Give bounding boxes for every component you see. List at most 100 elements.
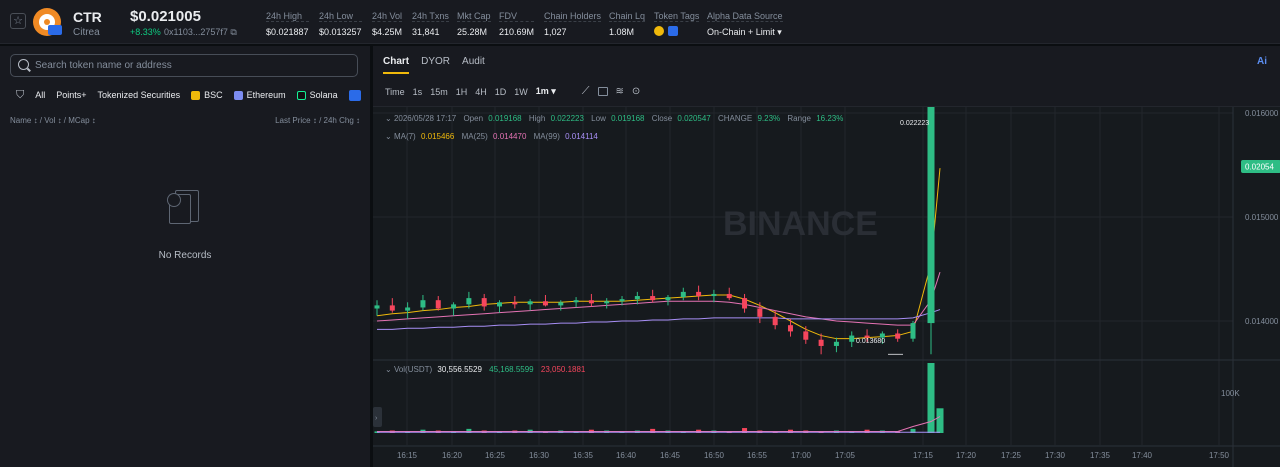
time-tick-label: 17:15 <box>913 451 934 460</box>
stat-value: 210.69M <box>499 27 535 37</box>
stat-label: Chain Lq <box>609 11 646 22</box>
volume-bar <box>910 428 916 433</box>
candle <box>927 0 935 324</box>
interval-1h[interactable]: 1H <box>455 86 468 97</box>
settings-icon[interactable]: ⊙ <box>631 86 641 97</box>
interval-time[interactable]: Time <box>385 86 405 97</box>
legend-low: 0.019168 <box>611 114 645 123</box>
filter-points[interactable]: Points+ <box>56 90 87 100</box>
stat-value: 31,841 <box>412 27 440 37</box>
token-list-panel: ⛉ All Points+ Tokenized Securities BSC E… <box>0 46 370 467</box>
data-source-value: On-Chain + Limit <box>707 27 775 37</box>
more-chains-icon[interactable] <box>348 89 361 101</box>
ma7-line <box>376 168 941 340</box>
legend-close-label: Close <box>652 114 673 123</box>
filter-solana[interactable]: Solana <box>296 90 338 100</box>
star-icon[interactable]: ☆ <box>10 13 26 29</box>
time-tick-label: 17:25 <box>1001 451 1022 460</box>
search-input[interactable] <box>35 55 355 76</box>
tab-dyor[interactable]: DYOR <box>421 56 451 67</box>
list-header: Name ↕ / Vol ↕ / MCap ↕ Last Price ↕ / 2… <box>10 116 360 125</box>
line-chart-icon[interactable]: ⟋ <box>581 85 590 97</box>
chain-badge-icon <box>48 25 62 35</box>
interval-15m[interactable]: 15m <box>430 86 448 97</box>
volume-bar <box>936 408 944 433</box>
ma7-label: MA(7) <box>394 132 416 141</box>
candle <box>696 291 702 297</box>
volume-bar <box>650 428 656 433</box>
ai-button[interactable]: Ai <box>1257 56 1267 67</box>
candle-type-icon[interactable] <box>597 87 608 96</box>
filter-bsc[interactable]: BSC <box>191 90 223 100</box>
sort-price-change[interactable]: Last Price ↕ / 24h Chg ↕ <box>275 116 360 125</box>
filter-icon[interactable]: ⛉ <box>16 88 25 101</box>
time-tick-label: 16:45 <box>660 451 681 460</box>
candle <box>527 301 533 305</box>
candle <box>879 333 885 338</box>
stat-24h-low: 24h Low $0.013257 <box>319 11 362 37</box>
chart-scroll-handle[interactable] <box>373 407 382 427</box>
indicators-icon[interactable]: ≋ <box>615 86 624 97</box>
stat-value: 1.08M <box>609 27 635 37</box>
interval-1m[interactable]: 1m ▾ <box>535 86 556 96</box>
time-tick-label: 17:20 <box>956 451 977 460</box>
sort-name-vol-mcap[interactable]: Name ↕ / Vol ↕ / MCap ↕ <box>10 116 96 125</box>
stat-label: Mkt Cap <box>457 11 491 22</box>
interval-1w[interactable]: 1W <box>514 86 528 97</box>
interval-1d[interactable]: 1D <box>494 86 507 97</box>
tag-chain-icon[interactable] <box>668 26 678 36</box>
stat-label: 24h Txns <box>412 11 449 22</box>
token-chain: Citrea <box>73 27 100 38</box>
candle <box>803 331 809 340</box>
stat-chain-holders: Chain Holders 1,027 <box>544 11 602 37</box>
interval-1s[interactable]: 1s <box>412 86 423 97</box>
candle <box>451 304 457 309</box>
contract-address[interactable]: 0x1103...2757f7 ⧉ <box>164 27 237 38</box>
legend-range-label: Range <box>787 114 811 123</box>
time-tick-label: 17:50 <box>1209 451 1230 460</box>
candle <box>787 325 793 332</box>
chain-filters: ⛉ All Points+ Tokenized Securities BSC E… <box>16 88 372 102</box>
volume-legend: ⌄ Vol(USDT) 30,556.5529 45,168.5599 23,0… <box>385 365 586 374</box>
tag-gem-icon[interactable] <box>654 26 664 36</box>
candle <box>864 335 870 338</box>
ma25-label: MA(25) <box>462 132 489 141</box>
ma99-label: MA(99) <box>534 132 561 141</box>
data-source[interactable]: Alpha Data Source On-Chain + Limit ▾ <box>707 11 783 38</box>
time-tick-label: 17:05 <box>835 451 856 460</box>
legend-high: 0.022223 <box>551 114 585 123</box>
stat-value: $4.25M <box>372 27 403 37</box>
tab-audit[interactable]: Audit <box>462 56 485 67</box>
filter-ethereum[interactable]: Ethereum <box>233 90 286 100</box>
candle <box>435 300 441 309</box>
copy-icon[interactable]: ⧉ <box>230 27 237 37</box>
candle <box>558 302 564 306</box>
chart-panel: Chart DYOR Audit Ai Time 1s 15m 1H 4H 1D… <box>373 0 1280 467</box>
time-tick-label: 16:25 <box>485 451 506 460</box>
chart-area[interactable]: BINANCE 0.0220000.0210000.0200000.019000… <box>373 0 1280 467</box>
chevron-right-icon[interactable]: › <box>375 415 378 422</box>
no-records-icon <box>167 188 203 228</box>
token-tags: Token Tags <box>654 11 700 36</box>
volume-bar <box>927 363 935 433</box>
candle <box>588 300 594 304</box>
candle <box>405 307 411 311</box>
vol-y-tick: 100K <box>1221 389 1240 398</box>
time-tick-label: 17:00 <box>791 451 812 460</box>
candle <box>420 300 426 308</box>
stat-24h-txns: 24h Txns 31,841 <box>412 11 449 37</box>
ma99-value: 0.014114 <box>565 132 598 141</box>
candle <box>604 301 610 304</box>
interval-4h[interactable]: 4H <box>475 86 487 97</box>
candlestick-chart[interactable]: BINANCE 0.0220000.0210000.0200000.019000… <box>373 0 1280 467</box>
ethereum-icon <box>233 90 243 100</box>
candle <box>680 291 686 298</box>
filter-all[interactable]: All <box>35 90 46 100</box>
candle <box>910 323 916 339</box>
time-tick-label: 17:30 <box>1045 451 1066 460</box>
high-marker: 0.022223 <box>900 120 929 127</box>
tab-chart[interactable]: Chart <box>383 56 410 74</box>
filter-tokenized[interactable]: Tokenized Securities <box>97 90 181 100</box>
data-source-value-wrap: On-Chain + Limit ▾ <box>707 27 783 38</box>
search-box[interactable] <box>10 54 358 77</box>
